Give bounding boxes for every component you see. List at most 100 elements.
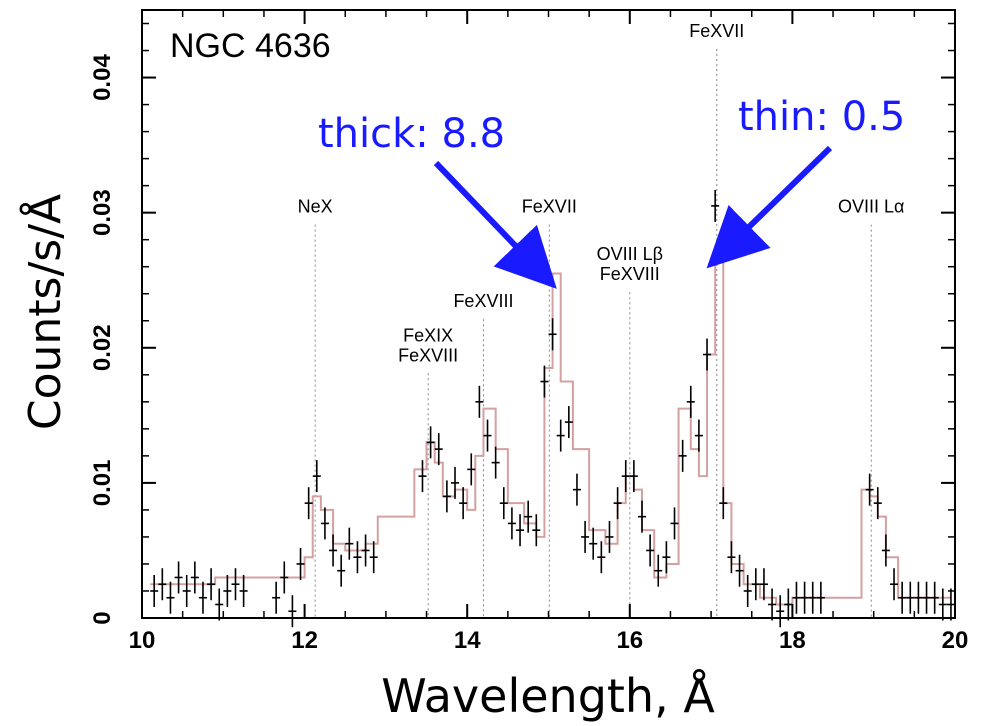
y-tick-label: 0 [89,611,116,624]
data-point [304,487,313,520]
data-point [751,568,760,601]
y-tick-label: 0.02 [89,324,116,371]
y-axis-label: Counts/s/Å [18,194,71,430]
line-markers: NeX FeXIX FeXVIII FeXVIII FeXVII OVIII Lβ FeXV… [298,21,904,618]
data-point [272,581,281,614]
data-point [467,453,476,486]
data-point [491,446,500,479]
data-point [296,547,305,580]
data-point [215,588,224,621]
emission-line-label: OVIII Lβ FeXVIII [597,244,663,284]
annotations: thick: 8.8 thin: 0.5 [318,94,905,289]
x-tick-label: 10 [129,627,156,654]
data-point [792,581,801,614]
data-point [548,318,557,351]
data-point [662,541,671,574]
data-point [768,588,777,621]
data-point [320,507,329,540]
data-point [166,581,175,614]
data-point [629,460,638,493]
emission-line-label: FeXVII [522,197,577,217]
data-point [442,480,451,513]
emission-line-label: OVIII Lα [838,197,904,217]
data-point [589,527,598,560]
data-point [808,581,817,614]
model-layer [150,252,951,606]
data-point [174,561,183,594]
data-point [581,520,590,553]
data-point [572,473,581,506]
data-layer [150,189,955,628]
data-point [459,487,468,520]
data-point [516,514,525,547]
data-point [686,385,695,418]
data-point [158,568,167,601]
data-point [540,365,549,398]
x-tick-label: 14 [454,627,481,654]
data-point [881,534,890,567]
data-point [426,426,435,459]
emission-line-label: FeXVIII [453,291,513,311]
data-point [735,554,744,587]
y-tick-label: 0.01 [89,460,116,507]
data-point [621,460,630,493]
data-point [646,534,655,567]
x-tick-label: 18 [779,627,806,654]
data-point [890,568,899,601]
data-point [345,527,354,560]
data-point [946,588,955,621]
data-point [873,487,882,520]
x-tick-label: 20 [942,627,969,654]
data-point [353,541,362,574]
data-point [556,419,565,452]
data-point [938,588,947,621]
data-point [719,487,728,520]
data-point [475,385,484,418]
data-point [637,500,646,533]
data-point [451,466,460,499]
emission-line-label: FeXVII [689,21,744,41]
annotation-arrow [706,145,833,269]
axis-ticks: 10 12 14 16 18 20 0 0.01 0.02 0.03 0.04 [89,10,968,654]
data-point [759,568,768,601]
annotation-label: thin: 0.5 [738,94,905,140]
chart-title: NGC 4636 [170,27,331,65]
data-point [597,541,606,574]
annotation-arrow [433,160,557,289]
data-point [507,507,516,540]
data-point [694,419,703,452]
data-point [288,595,297,628]
data-point [727,541,736,574]
data-point [816,581,825,614]
data-point [190,561,199,594]
y-tick-label: 0.03 [89,189,116,236]
data-point [418,460,427,493]
x-tick-label: 12 [291,627,318,654]
data-point [231,568,240,601]
data-point [711,189,720,222]
data-point [930,581,939,614]
data-point [678,439,687,472]
y-tick-label: 0.04 [89,54,116,101]
data-point [280,561,289,594]
data-point [776,595,785,628]
data-point [784,588,793,621]
annotation-label: thick: 8.8 [318,111,505,157]
x-tick-label: 16 [616,627,643,654]
data-point [743,574,752,607]
data-point [898,581,907,614]
model-series [150,252,951,606]
data-point [207,568,216,601]
data-point [906,581,915,614]
data-point [434,433,443,466]
data-point [483,419,492,452]
data-point [670,507,679,540]
data-point [865,473,874,506]
data-point [361,534,370,567]
emission-line-label: NeX [298,197,333,217]
data-point [654,554,663,587]
data-point [150,574,159,607]
data-point [329,534,338,567]
data-point [312,460,321,493]
